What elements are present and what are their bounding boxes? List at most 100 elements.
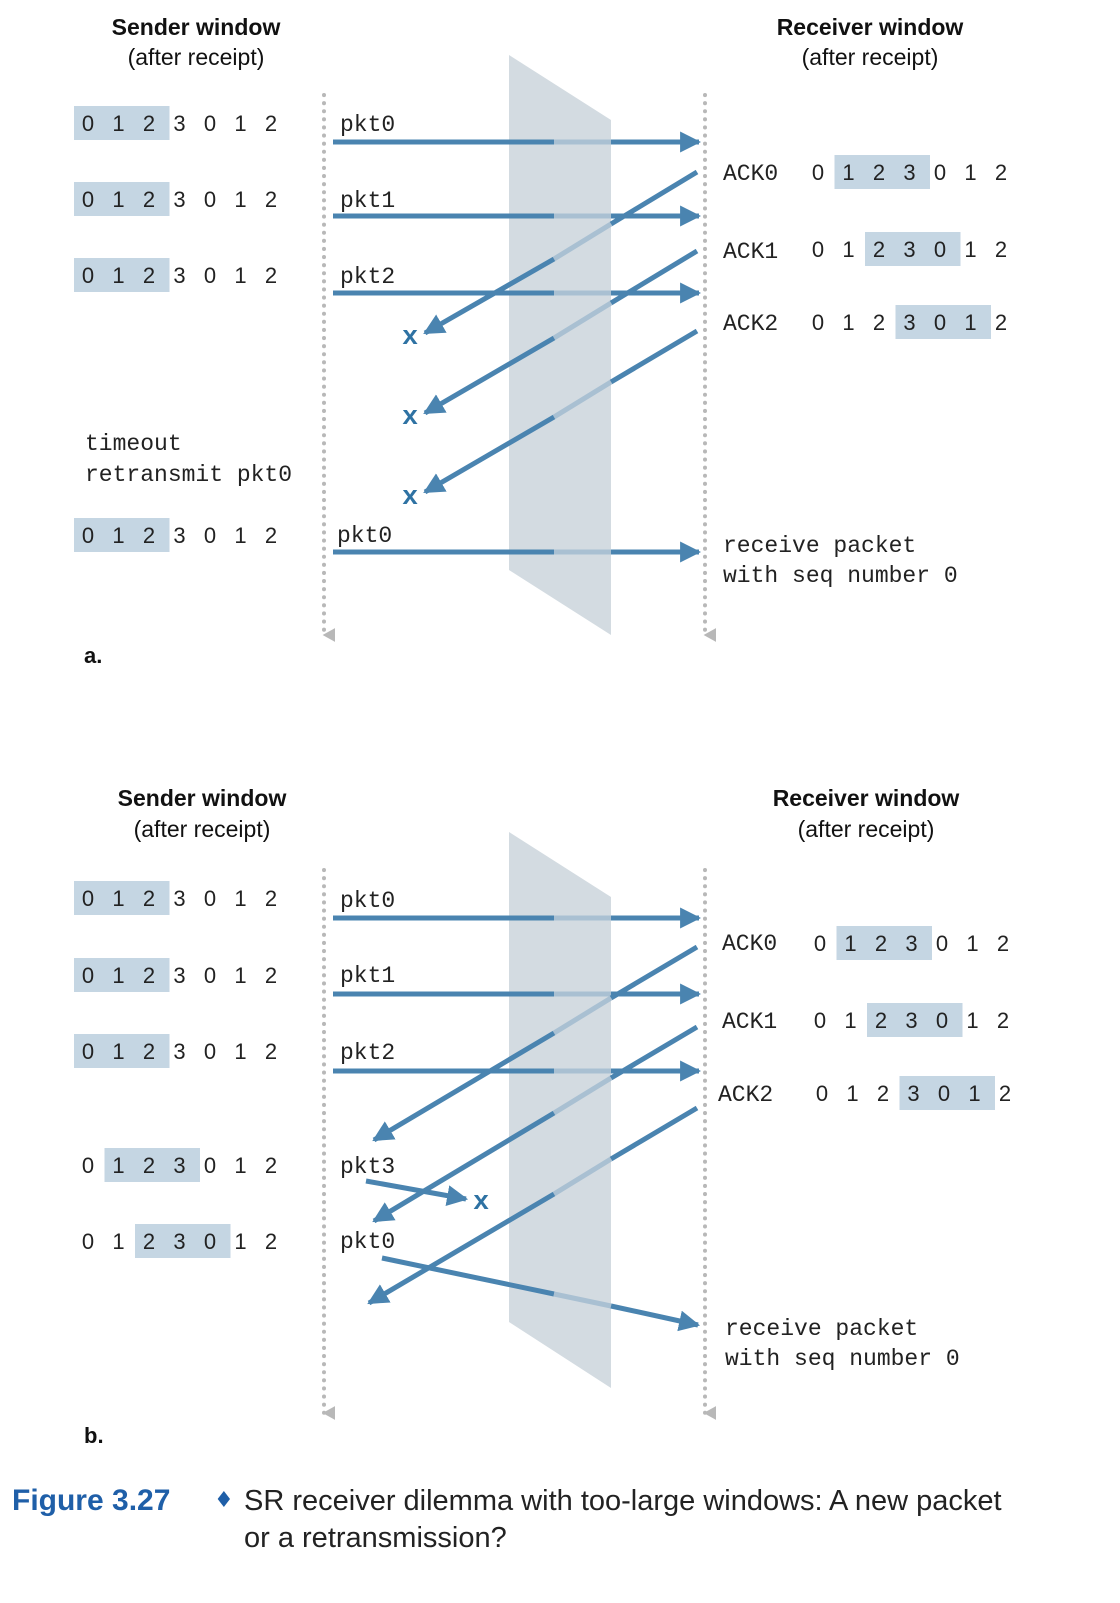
sequence-number: 1 xyxy=(842,310,854,335)
sequence-number: 2 xyxy=(265,263,277,288)
ack-arrow xyxy=(372,944,699,1143)
sequence-number: 0 xyxy=(934,237,946,262)
sequence-number: 2 xyxy=(873,237,885,262)
sequence-number: 3 xyxy=(903,160,915,185)
sequence-number: 3 xyxy=(905,1008,917,1033)
ack-label: ACK0 xyxy=(723,161,778,187)
sequence-number: 2 xyxy=(265,187,277,212)
sequence-number: 0 xyxy=(82,1153,94,1178)
loss-x-mark: x xyxy=(402,483,418,513)
caption-line: or a retransmission? xyxy=(244,1522,507,1554)
sequence-number: 0 xyxy=(204,1039,216,1064)
ack-arrow xyxy=(423,248,699,416)
sequence-number: 2 xyxy=(877,1081,889,1106)
sequence-number: 2 xyxy=(265,1153,277,1178)
sequence-number: 0 xyxy=(82,963,94,988)
sequence-number: 2 xyxy=(265,1229,277,1254)
sequence-number: 3 xyxy=(173,1039,185,1064)
sequence-number: 1 xyxy=(964,237,976,262)
sequence-number: 1 xyxy=(966,1008,978,1033)
sequence-number: 1 xyxy=(234,523,246,548)
window-highlight xyxy=(74,182,170,216)
retransmit-note: retransmit pkt0 xyxy=(85,462,292,488)
window-highlight xyxy=(74,958,170,992)
window-highlight xyxy=(834,155,930,189)
packet-label: pkt0 xyxy=(337,523,392,549)
sequence-number: 0 xyxy=(936,1008,948,1033)
sequence-number: 0 xyxy=(204,1229,216,1254)
window-highlight xyxy=(74,258,170,292)
network-channel xyxy=(509,55,611,635)
sequence-number: 2 xyxy=(997,1008,1009,1033)
sequence-number: 2 xyxy=(995,237,1007,262)
receiver-window-title: Receiver window xyxy=(773,785,960,811)
ack-label: ACK1 xyxy=(722,1009,777,1035)
sequence-number: 1 xyxy=(112,1039,124,1064)
receive-note: receive packet xyxy=(725,1316,918,1342)
sequence-number: 2 xyxy=(265,523,277,548)
packet-label: pkt2 xyxy=(340,264,395,290)
sequence-number: 2 xyxy=(143,523,155,548)
packet-label: pkt2 xyxy=(340,1040,395,1066)
sequence-number: 1 xyxy=(234,1229,246,1254)
sequence-number: 1 xyxy=(844,1008,856,1033)
sequence-number: 1 xyxy=(842,237,854,262)
sequence-number: 0 xyxy=(204,111,216,136)
sequence-number: 0 xyxy=(812,160,824,185)
sequence-number: 1 xyxy=(966,931,978,956)
ack-arrow xyxy=(367,1105,699,1306)
sequence-number: 3 xyxy=(907,1081,919,1106)
sender-window-subtitle: (after receipt) xyxy=(128,44,265,70)
ack-arrow xyxy=(423,328,699,495)
window-highlight xyxy=(865,232,961,266)
sequence-number: 1 xyxy=(234,187,246,212)
ack-arrow xyxy=(372,1024,699,1224)
receiver-window-subtitle: (after receipt) xyxy=(798,816,935,842)
ack-label: ACK2 xyxy=(723,311,778,337)
window-highlight xyxy=(836,926,932,960)
sequence-number: 1 xyxy=(234,1039,246,1064)
receive-note: receive packet xyxy=(723,533,916,559)
loss-x-mark: x xyxy=(473,1188,489,1218)
packet-label: pkt1 xyxy=(340,963,395,989)
sequence-number: 0 xyxy=(812,237,824,262)
sequence-number: 3 xyxy=(905,931,917,956)
sequence-number: 1 xyxy=(234,263,246,288)
packet-label: pkt3 xyxy=(340,1154,395,1180)
sequence-number: 0 xyxy=(816,1081,828,1106)
window-highlight xyxy=(74,1034,170,1068)
sequence-number: 3 xyxy=(173,963,185,988)
sequence-number: 1 xyxy=(112,963,124,988)
sequence-number: 1 xyxy=(968,1081,980,1106)
packet-label: pkt1 xyxy=(340,188,395,214)
sequence-number: 0 xyxy=(936,931,948,956)
packet-label: pkt0 xyxy=(340,888,395,914)
sequence-number: 0 xyxy=(204,886,216,911)
sequence-number: 0 xyxy=(814,1008,826,1033)
ack-label: ACK2 xyxy=(718,1082,773,1108)
sender-window-title: Sender window xyxy=(112,14,281,40)
caption-diamond-icon: ♦ xyxy=(214,1488,234,1513)
sequence-number: 2 xyxy=(875,1008,887,1033)
window-highlight xyxy=(74,881,170,915)
sequence-number: 3 xyxy=(173,523,185,548)
sequence-number: 0 xyxy=(934,160,946,185)
window-highlight xyxy=(895,305,991,339)
sequence-number: 0 xyxy=(82,1039,94,1064)
sequence-number: 3 xyxy=(173,1153,185,1178)
sequence-number: 2 xyxy=(265,886,277,911)
sequence-number: 3 xyxy=(173,263,185,288)
panel-b: Sender window (after receipt) Receiver w… xyxy=(74,785,1011,1448)
panel-a: Sender window (after receipt) Receiver w… xyxy=(74,14,1007,668)
sequence-number: 1 xyxy=(964,160,976,185)
sequence-number: 2 xyxy=(997,931,1009,956)
sequence-number: 3 xyxy=(903,237,915,262)
